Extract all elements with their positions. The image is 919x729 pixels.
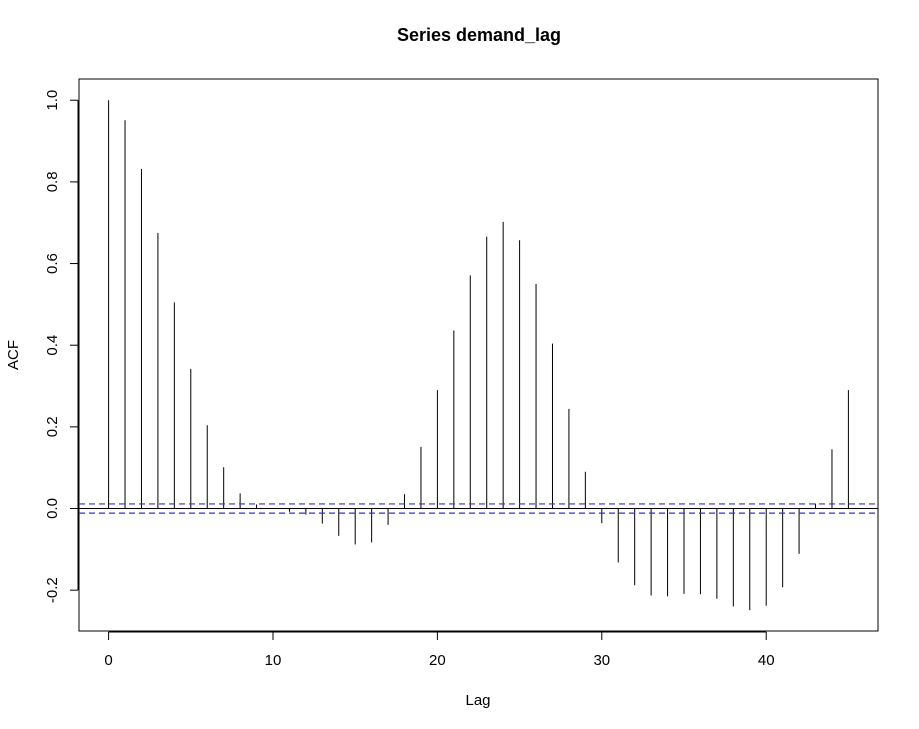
- confidence-bounds: [79, 503, 878, 514]
- x-tick-label: 40: [758, 652, 775, 669]
- y-tick-label: 0.8: [44, 171, 61, 192]
- x-tick-label: 30: [593, 652, 610, 669]
- x-axis-label: Lag: [465, 692, 490, 709]
- y-tick-label: 0.0: [44, 498, 61, 519]
- plot-frame: [78, 78, 879, 632]
- x-tick-label: 10: [265, 652, 282, 669]
- y-tick-label: 0.4: [44, 335, 61, 356]
- y-axis: -0.2 0.0 0.2 0.4 0.6 0.8 1.0: [44, 90, 79, 603]
- acf-spikes: [108, 100, 849, 611]
- x-tick-label: 0: [104, 652, 112, 669]
- x-axis: 0 10 20 30 40: [104, 631, 775, 669]
- y-axis-label: ACF: [5, 340, 22, 370]
- chart-title: Series demand_lag: [397, 25, 561, 45]
- y-tick-label: 0.2: [44, 416, 61, 437]
- y-tick-label: 0.6: [44, 253, 61, 274]
- x-tick-label: 20: [429, 652, 446, 669]
- y-tick-label: -0.2: [44, 577, 61, 603]
- y-tick-label: 1.0: [44, 90, 61, 111]
